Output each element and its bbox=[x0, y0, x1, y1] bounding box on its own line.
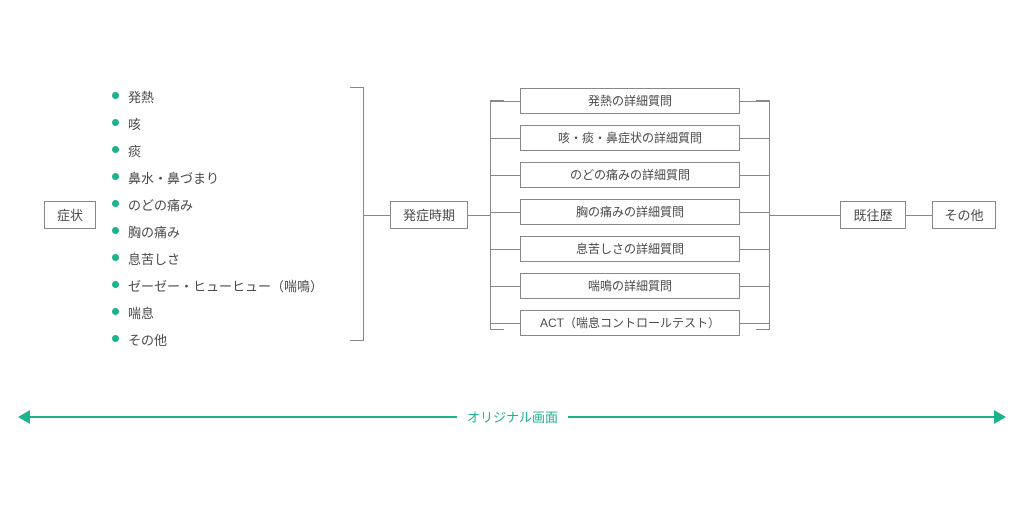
connector-line bbox=[740, 175, 769, 176]
symptom-bullet-icon bbox=[112, 335, 119, 342]
symptom-bullet-icon bbox=[112, 200, 119, 207]
symptom-item: 発熱 bbox=[128, 87, 154, 106]
symptom-item: 息苦しさ bbox=[128, 249, 180, 268]
node-symptom: 症状 bbox=[44, 201, 96, 229]
connector-line bbox=[491, 175, 520, 176]
detail-question-box: 発熱の詳細質問 bbox=[520, 88, 740, 114]
connector-line bbox=[740, 138, 769, 139]
connector-line bbox=[770, 215, 840, 216]
footer-arrow-left-icon bbox=[18, 410, 30, 424]
detail-question-box: 咳・痰・鼻症状の詳細質問 bbox=[520, 125, 740, 151]
connector-line bbox=[468, 215, 490, 216]
symptom-bullet-icon bbox=[112, 281, 119, 288]
footer-label: オリジナル画面 bbox=[457, 407, 568, 426]
symptom-item: 鼻水・鼻づまり bbox=[128, 168, 219, 187]
connector-line bbox=[740, 323, 769, 324]
symptom-bullet-icon bbox=[112, 92, 119, 99]
symptom-item: 痰 bbox=[128, 141, 141, 160]
symptom-bullet-icon bbox=[112, 254, 119, 261]
detail-question-box: 胸の痛みの詳細質問 bbox=[520, 199, 740, 225]
connector-line bbox=[364, 215, 390, 216]
connector-line bbox=[491, 212, 520, 213]
footer-arrow-right-icon bbox=[994, 410, 1006, 424]
symptom-item: 喘息 bbox=[128, 303, 154, 322]
connector-line bbox=[491, 323, 520, 324]
symptom-bullet-icon bbox=[112, 119, 119, 126]
connector-line bbox=[906, 215, 932, 216]
connector-line bbox=[740, 286, 769, 287]
detail-question-box: 喘鳴の詳細質問 bbox=[520, 273, 740, 299]
connector-line bbox=[491, 286, 520, 287]
symptom-bullet-icon bbox=[112, 146, 119, 153]
connector-line bbox=[740, 249, 769, 250]
node-onset: 発症時期 bbox=[390, 201, 468, 229]
detail-question-box: 息苦しさの詳細質問 bbox=[520, 236, 740, 262]
node-other: その他 bbox=[932, 201, 996, 229]
connector-line bbox=[740, 101, 769, 102]
detail-question-box: のどの痛みの詳細質問 bbox=[520, 162, 740, 188]
symptom-item: ゼーゼー・ヒューヒュー（喘鳴） bbox=[128, 276, 323, 295]
connector-line bbox=[491, 249, 520, 250]
bracket bbox=[490, 100, 504, 330]
bracket bbox=[756, 100, 770, 330]
node-history: 既往歴 bbox=[840, 201, 906, 229]
symptom-bullet-icon bbox=[112, 308, 119, 315]
symptom-item: のどの痛み bbox=[128, 195, 193, 214]
connector-line bbox=[491, 101, 520, 102]
symptom-item: その他 bbox=[128, 330, 167, 349]
bracket bbox=[350, 87, 364, 341]
symptom-item: 咳 bbox=[128, 114, 141, 133]
connector-line bbox=[491, 138, 520, 139]
detail-question-box: ACT（喘息コントロールテスト） bbox=[520, 310, 740, 336]
symptom-item: 胸の痛み bbox=[128, 222, 180, 241]
connector-line bbox=[740, 212, 769, 213]
symptom-bullet-icon bbox=[112, 227, 119, 234]
symptom-bullet-icon bbox=[112, 173, 119, 180]
